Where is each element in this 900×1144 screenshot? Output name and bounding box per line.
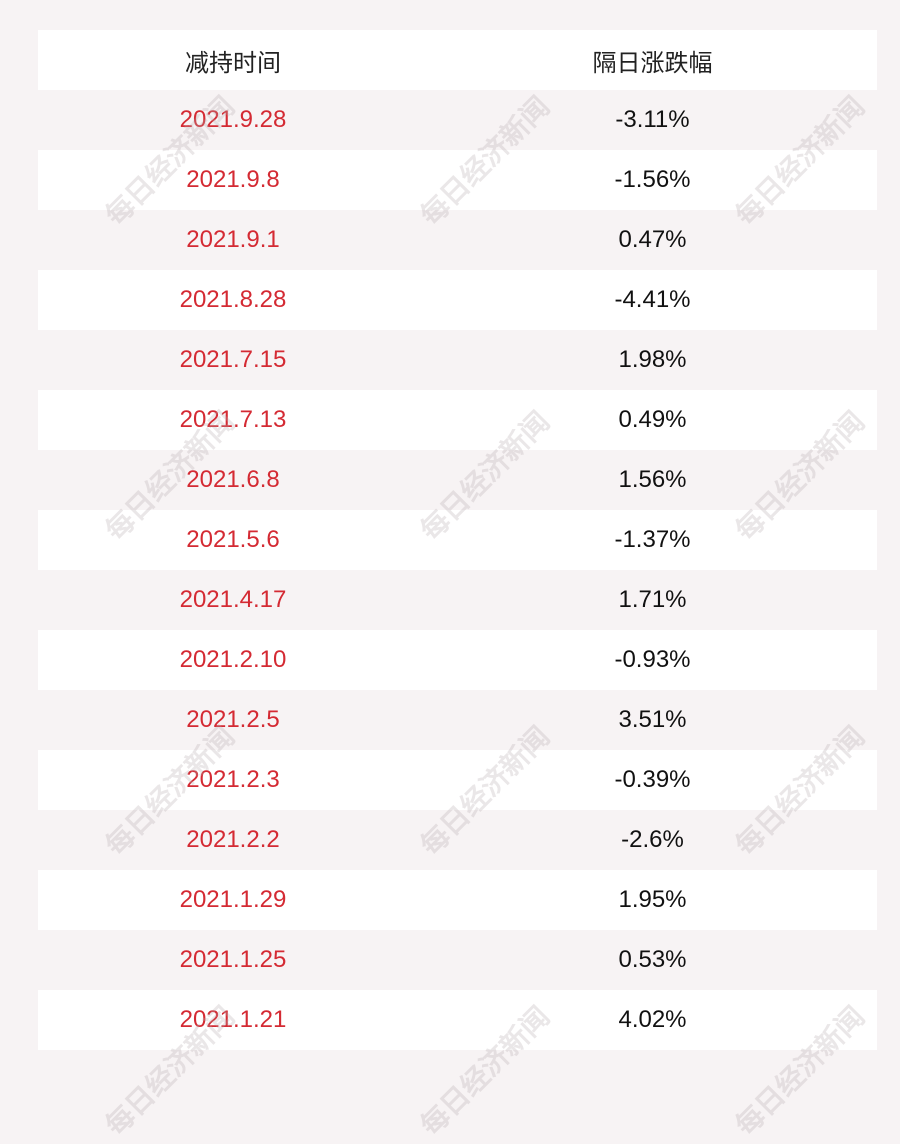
table-row: 2021.2.5 3.51% bbox=[38, 690, 877, 750]
date-cell: 2021.7.13 bbox=[179, 406, 287, 433]
table: 减持时间 隔日涨跌幅 2021.9.28 -3.11% 2021.9.8 -1.56%… bbox=[38, 30, 877, 1050]
date-cell: 2021.9.8 bbox=[186, 166, 280, 193]
change-cell: 3.51% bbox=[618, 706, 687, 733]
table-row: 2021.2.10 -0.93% bbox=[38, 630, 877, 690]
table-row: 2021.5.6 -1.37% bbox=[38, 510, 877, 570]
header-cell: 减持时间 bbox=[185, 49, 281, 77]
date-cell: 2021.4.17 bbox=[179, 586, 287, 613]
date-cell: 2021.7.15 bbox=[179, 346, 287, 373]
table-row: 2021.9.28 -3.11% bbox=[38, 90, 877, 150]
change-cell: -0.39% bbox=[614, 766, 691, 793]
table-row: 2021.7.15 1.98% bbox=[38, 330, 877, 390]
change-cell: -1.37% bbox=[614, 526, 691, 553]
date-cell: 2021.9.28 bbox=[179, 106, 287, 133]
table-row: 2021.2.2 -2.6% bbox=[38, 810, 877, 870]
date-cell: 2021.2.3 bbox=[186, 766, 280, 793]
table-row: 2021.1.25 0.53% bbox=[38, 930, 877, 990]
change-cell: -3.11% bbox=[615, 106, 690, 133]
table-row: 2021.1.21 4.02% bbox=[38, 990, 877, 1050]
table-row: 2021.7.13 0.49% bbox=[38, 390, 877, 450]
change-cell: 0.53% bbox=[618, 946, 687, 973]
change-cell: 1.98% bbox=[618, 346, 687, 373]
date-cell: 2021.6.8 bbox=[186, 466, 280, 493]
change-cell: -1.56% bbox=[614, 166, 691, 193]
date-cell: 2021.2.2 bbox=[186, 826, 280, 853]
change-cell: 4.02% bbox=[618, 1006, 687, 1033]
table-row: 2021.9.1 0.47% bbox=[38, 210, 877, 270]
change-cell: 0.49% bbox=[618, 406, 687, 433]
date-cell: 2021.9.1 bbox=[186, 226, 280, 253]
date-cell: 2021.2.5 bbox=[186, 706, 280, 733]
date-cell: 2021.2.10 bbox=[179, 646, 287, 673]
date-cell: 2021.1.29 bbox=[179, 886, 287, 913]
date-cell: 2021.8.28 bbox=[179, 286, 287, 313]
table-row: 2021.4.17 1.71% bbox=[38, 570, 877, 630]
header-row: 减持时间 隔日涨跌幅 bbox=[38, 30, 877, 90]
change-cell: -2.6% bbox=[621, 826, 684, 853]
change-cell: -0.93% bbox=[614, 646, 691, 673]
change-cell: 0.47% bbox=[618, 226, 687, 253]
header-cell: 隔日涨跌幅 bbox=[592, 49, 713, 77]
change-cell: 1.56% bbox=[618, 466, 687, 493]
table-row: 2021.8.28 -4.41% bbox=[38, 270, 877, 330]
date-cell: 2021.1.21 bbox=[179, 1006, 287, 1033]
table-row: 2021.6.8 1.56% bbox=[38, 450, 877, 510]
change-cell: 1.71% bbox=[618, 586, 687, 613]
date-cell: 2021.5.6 bbox=[186, 526, 280, 553]
table-row: 2021.1.29 1.95% bbox=[38, 870, 877, 930]
table-row: 2021.9.8 -1.56% bbox=[38, 150, 877, 210]
change-cell: -4.41% bbox=[614, 286, 691, 313]
page: {"watermark": "每日经济新闻", "table": { "head… bbox=[38, 30, 877, 1142]
date-cell: 2021.1.25 bbox=[179, 946, 287, 973]
table-row: 2021.2.3 -0.39% bbox=[38, 750, 877, 810]
change-cell: 1.95% bbox=[618, 886, 687, 913]
